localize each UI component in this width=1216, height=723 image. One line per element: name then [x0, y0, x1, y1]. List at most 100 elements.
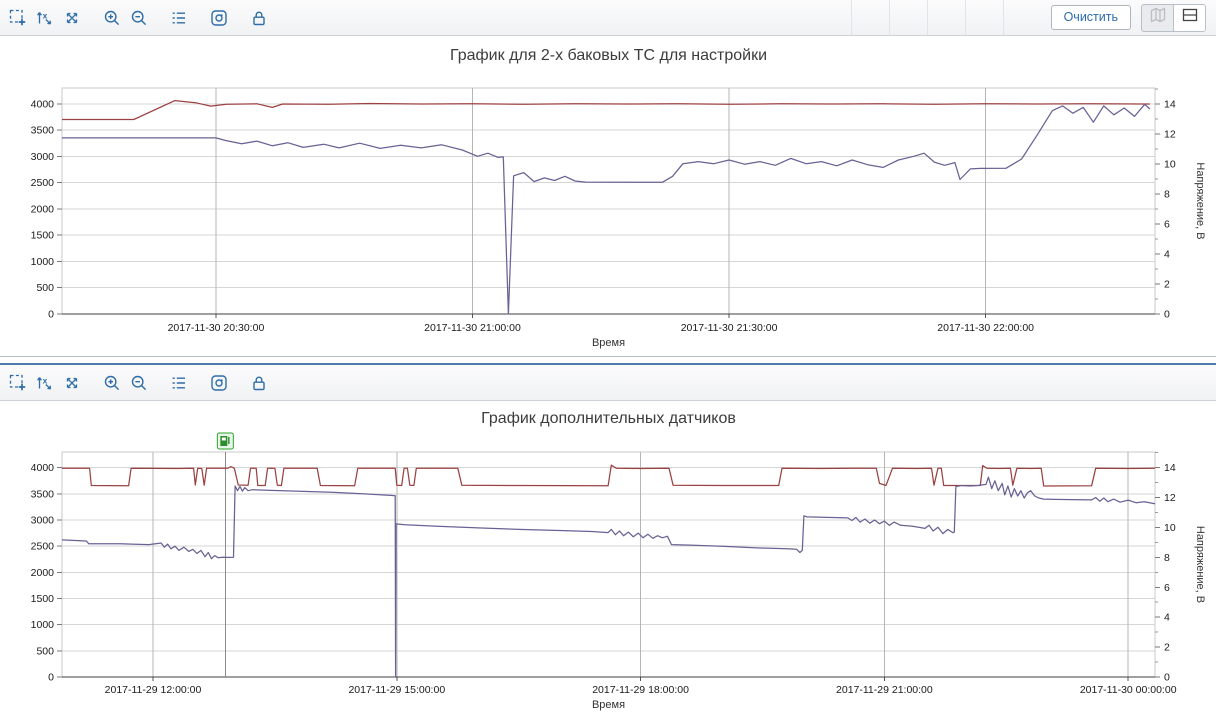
map-toggle[interactable] — [1142, 5, 1173, 31]
y-axis-tick-label: 500 — [36, 282, 54, 294]
legend-icon — [169, 8, 189, 28]
voltage-series — [62, 464, 1156, 487]
chart-title: График для 2-х баковых ТС для настройки — [450, 47, 767, 64]
zoom-in-button[interactable] — [98, 370, 125, 396]
lock-button[interactable] — [245, 370, 272, 396]
expand-button[interactable] — [58, 370, 85, 396]
toolbar-spacer — [232, 382, 245, 383]
zoom-out-button[interactable] — [125, 5, 152, 31]
print-button[interactable] — [1002, 0, 1041, 39]
excel-export-button[interactable]: x — [926, 0, 965, 40]
y2-axis-tick-label: 0 — [1164, 672, 1170, 684]
y2-axis-tick-label: 2 — [1164, 642, 1170, 654]
y2-axis-tick-label: 10 — [1164, 522, 1176, 534]
y-axis-tick-label: 3500 — [31, 488, 55, 500]
right-axis — [1155, 452, 1160, 678]
zoom-in-icon — [102, 373, 122, 393]
zoom-in-icon — [102, 8, 122, 28]
legend-button[interactable] — [165, 370, 192, 396]
zoom-select-icon — [8, 373, 28, 393]
x-axis-label: Время — [592, 699, 625, 711]
toolbar-main-chart: x Ax Очистить — [0, 0, 1216, 40]
y2-axis-tick-label: 14 — [1164, 462, 1176, 474]
y-axis-tick-label: 2000 — [31, 567, 55, 579]
y-axis-tick-label: 1500 — [31, 230, 55, 242]
x-axis-tick-label: 2017-11-29 15:00:00 — [348, 684, 445, 696]
lock-icon — [249, 8, 269, 28]
y-axis-tick-label: 1500 — [31, 593, 55, 605]
y2-axis-tick-label: 8 — [1164, 188, 1170, 200]
clear-button[interactable]: Очистить — [1050, 5, 1131, 30]
toolbar-spacer — [192, 17, 205, 18]
file-export-button[interactable] — [964, 0, 1003, 40]
legend-button[interactable] — [165, 5, 192, 31]
y2-axis-tick-label: 0 — [1164, 309, 1170, 321]
y-axis-tick-label: 3000 — [31, 515, 55, 527]
pdf-export-button[interactable]: A — [888, 0, 927, 40]
y2-axis-tick-label: 8 — [1164, 552, 1170, 564]
legend-icon — [169, 373, 189, 393]
y2-axis-tick-label: 2 — [1164, 278, 1170, 290]
snapshot-button[interactable] — [205, 5, 232, 31]
zoom-out-icon — [129, 373, 149, 393]
chart-main-canvas[interactable]: 0 500 1000 1500 2000 2500 3000 3500 4000 2017-11-… — [0, 36, 1216, 356]
report-button[interactable] — [850, 0, 889, 40]
lock-icon — [249, 373, 269, 393]
toolbar-spacer — [152, 17, 165, 18]
axes-scale-icon: x — [35, 8, 55, 28]
zoom-select-button[interactable] — [4, 370, 31, 396]
axes-scale-button[interactable]: x — [31, 370, 58, 396]
toolbar-spacer — [232, 17, 245, 18]
toolbar-spacer — [152, 382, 165, 383]
chart-title: График дополнительных датчиков — [481, 410, 736, 427]
y2-axis-tick-label: 6 — [1164, 218, 1170, 230]
x-axis-tick-label: 2017-11-29 18:00:00 — [592, 684, 689, 696]
x-axis-tick-label: 2017-11-30 20:30:00 — [168, 322, 265, 334]
voltage-series — [62, 99, 1150, 121]
y-axis-tick-label: 2500 — [31, 177, 55, 189]
y-axis-tick-label: 2000 — [31, 203, 55, 215]
snapshot-icon — [209, 373, 229, 393]
axes-scale-button[interactable]: x — [31, 5, 58, 31]
svg-text:x: x — [42, 375, 47, 385]
split-horizontal-toggle[interactable] — [1173, 4, 1205, 31]
y-axis-tick-label: 3500 — [31, 125, 55, 137]
y2-axis-tick-label: 6 — [1164, 582, 1170, 594]
snapshot-icon — [209, 8, 229, 28]
toolbar-main-right-group: Ax Очистить — [850, 0, 1212, 40]
y-axis-tick-label: 4000 — [31, 462, 55, 474]
snapshot-button[interactable] — [205, 370, 232, 396]
expand-icon — [62, 373, 82, 393]
y-axis-tick-label: 1000 — [31, 619, 55, 631]
toolbar-main-left-group: x — [4, 5, 272, 31]
y2-axis-tick-label: 4 — [1164, 612, 1170, 624]
zoom-select-button[interactable] — [4, 5, 31, 31]
toolbar-spacer — [85, 382, 98, 383]
split-horizontal-icon — [1180, 5, 1200, 30]
chart-panel-main: x Ax Очистить 0 500 1000 1500 2000 2500 3000 35… — [0, 0, 1216, 356]
zoom-out-button[interactable] — [125, 370, 152, 396]
x-axis-tick-label: 2017-11-30 22:00:00 — [937, 322, 1034, 334]
expand-button[interactable] — [58, 5, 85, 31]
panel-splitter[interactable] — [0, 356, 1216, 363]
fueling-marker[interactable] — [216, 432, 234, 677]
y2-axis-tick-label: 12 — [1164, 128, 1176, 140]
x-axis-label: Время — [592, 337, 625, 349]
x-axis-tick-label: 2017-11-29 12:00:00 — [105, 684, 202, 696]
x-axis-tick-label: 2017-11-30 00:00:00 — [1080, 684, 1177, 696]
zoom-out-icon — [129, 8, 149, 28]
chart-additional-canvas[interactable]: 0 500 1000 1500 2000 2500 3000 3500 4000 2017-11-… — [0, 401, 1216, 723]
toolbar-spacer — [85, 17, 98, 18]
fuel-level-series — [61, 476, 1156, 678]
y2-axis-tick-label: 12 — [1164, 492, 1176, 504]
x-axis-tick-label: 2017-11-30 21:30:00 — [681, 322, 778, 334]
toolbar-additional-chart: x — [0, 365, 1216, 401]
svg-text:x: x — [42, 10, 47, 20]
toolbar-additional-left-group: x — [4, 370, 272, 396]
lock-button[interactable] — [245, 5, 272, 31]
x-axis-tick-label: 2017-11-29 21:00:00 — [836, 684, 933, 696]
zoom-in-button[interactable] — [98, 5, 125, 31]
plot-area[interactable] — [61, 87, 1156, 315]
y2-axis-label: Напряжение, В — [1194, 162, 1206, 239]
x-axis-tick-label: 2017-11-30 21:00:00 — [424, 322, 521, 334]
